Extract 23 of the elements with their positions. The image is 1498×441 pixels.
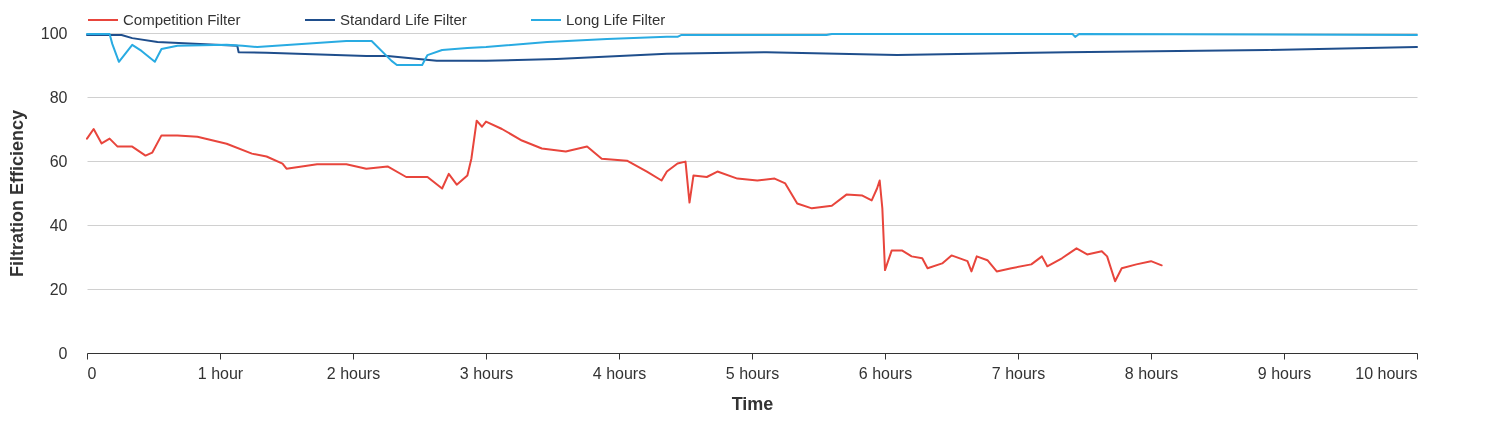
x-tick-label: 7 hours xyxy=(991,364,1046,382)
line-series xyxy=(86,119,1163,283)
y-tick-label: 80 xyxy=(49,88,68,106)
x-tick-label: 8 hours xyxy=(1124,364,1179,382)
x-tick-label: 9 hours xyxy=(1257,364,1312,382)
x-tick-label: 2 hours xyxy=(326,364,381,382)
legend-label: Long Life Filter xyxy=(566,11,666,28)
x-tick-label: 0 xyxy=(87,364,97,382)
y-tick-label: 0 xyxy=(58,344,68,362)
x-tick-label: 6 hours xyxy=(858,364,913,382)
x-axis-title: Time xyxy=(731,393,774,414)
x-tick-label: 5 hours xyxy=(725,364,780,382)
x-tick-label: 10 hours xyxy=(1355,364,1418,382)
y-tick-label: 40 xyxy=(49,216,68,234)
legend-label: Competition Filter xyxy=(123,11,241,28)
x-tick-label: 4 hours xyxy=(592,364,647,382)
y-tick-label: 60 xyxy=(49,152,68,170)
x-tick-label: 3 hours xyxy=(459,364,514,382)
y-tick-label: 100 xyxy=(40,24,68,42)
y-axis-title: Filtration Efficiency xyxy=(6,109,27,278)
y-tick-label: 20 xyxy=(49,280,68,298)
legend-label: Standard Life Filter xyxy=(340,11,467,28)
x-tick-label: 1 hour xyxy=(197,364,244,382)
